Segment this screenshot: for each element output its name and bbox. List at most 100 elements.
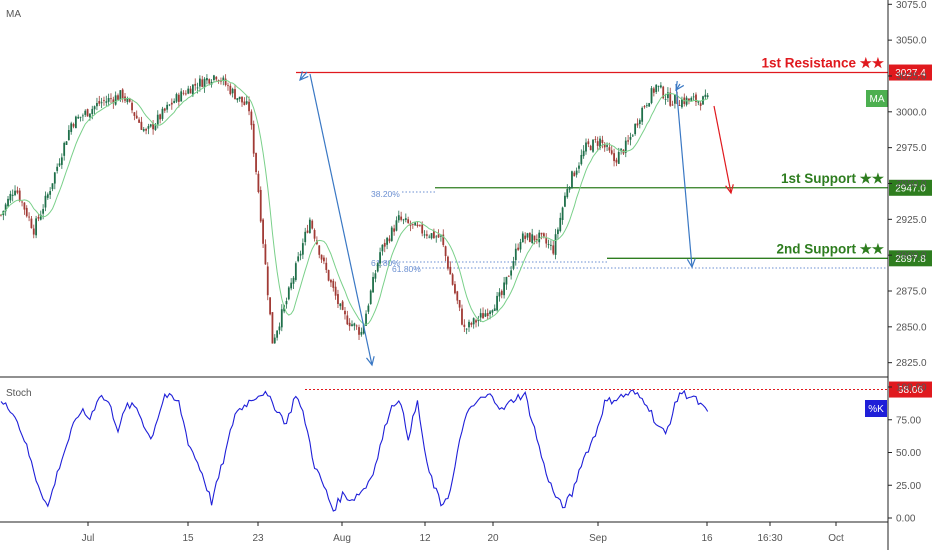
candle-body	[341, 301, 344, 310]
candle-body	[463, 324, 466, 327]
candle-body	[578, 165, 580, 169]
candle-body	[521, 233, 524, 243]
candle-body	[271, 312, 274, 344]
candle-body	[208, 79, 211, 84]
candle-body	[306, 230, 309, 233]
y-tick-label: 3050.0	[896, 36, 927, 47]
candle-body	[681, 99, 683, 108]
candle-body	[414, 222, 417, 226]
candle-body	[128, 98, 131, 102]
stoch-legend-label: %K	[868, 404, 884, 415]
candle-body	[93, 106, 96, 110]
candle-body	[498, 292, 501, 297]
x-tick-label: 16	[701, 533, 713, 544]
candle-body	[117, 95, 119, 100]
candle-body	[194, 83, 197, 86]
candle-body	[402, 219, 405, 221]
candle-body	[662, 86, 665, 99]
level-label: 2nd Support ★★	[777, 241, 885, 256]
candle-body	[257, 173, 260, 193]
stoch-value-label: 98.06	[898, 385, 923, 396]
candle-body	[615, 159, 618, 163]
candle-body	[77, 116, 80, 119]
candle-body	[334, 286, 337, 296]
candle-body	[678, 105, 681, 106]
price-tag-label: 2947.0	[895, 183, 926, 194]
candle-body	[699, 103, 702, 106]
candle-body	[641, 107, 644, 122]
candle-body	[505, 276, 508, 285]
candle-body	[351, 324, 353, 327]
candle-body	[119, 90, 122, 100]
stoch-y-tick-label: 25.00	[896, 481, 921, 492]
x-tick-label: 20	[487, 533, 499, 544]
candle-body	[259, 189, 262, 222]
arrow-line	[309, 73, 373, 366]
candle-body	[451, 274, 454, 285]
ma-tag-label: MA	[870, 94, 885, 105]
candle-body	[156, 114, 159, 125]
candle-body	[63, 142, 66, 156]
candle-body	[84, 110, 87, 115]
x-tick-label: Aug	[333, 533, 351, 544]
candle-body	[290, 282, 293, 289]
candle-body	[395, 220, 398, 231]
candle-body	[105, 101, 108, 103]
candle-body	[58, 163, 61, 166]
candle-body	[360, 331, 363, 335]
candle-body	[627, 140, 630, 142]
candle-body	[166, 104, 169, 110]
candle-body	[299, 253, 302, 256]
candle-body	[138, 119, 140, 123]
y-tick-label: 3000.0	[896, 107, 927, 118]
stoch-y-tick-label: 50.00	[896, 448, 921, 459]
y-tick-label: 2900.0	[896, 251, 927, 262]
candle-body	[697, 101, 700, 103]
candle-body	[433, 231, 435, 238]
ma-indicator-label[interactable]: MA	[6, 9, 21, 20]
candle-body	[629, 136, 632, 140]
y-tick-label: 2975.0	[896, 143, 927, 154]
candle-body	[175, 94, 178, 102]
candle-body	[411, 223, 414, 225]
candle-body	[510, 270, 513, 276]
stoch-line	[0, 389, 709, 512]
candle-body	[533, 235, 536, 241]
candle-body	[25, 207, 28, 217]
x-tick-label: 23	[252, 533, 264, 544]
stoch-value-tag	[889, 381, 932, 398]
stoch-legend-tag	[865, 400, 887, 417]
candle-body	[695, 94, 697, 102]
stoch-indicator-label[interactable]: Stoch	[6, 388, 32, 399]
candle-body	[241, 96, 243, 103]
candle-body	[554, 234, 557, 255]
candle-body	[542, 233, 545, 238]
candle-body	[706, 95, 709, 97]
candle-body	[18, 190, 21, 201]
candle-body	[547, 244, 550, 245]
candle-body	[39, 214, 42, 220]
candle-body	[318, 245, 321, 255]
candle-body	[444, 246, 447, 257]
candle-body	[250, 111, 253, 126]
candle-body	[482, 313, 484, 319]
candle-body	[114, 95, 117, 105]
candle-body	[606, 145, 608, 147]
candle-body	[126, 98, 129, 103]
candle-body	[135, 115, 138, 119]
candle-body	[372, 276, 374, 293]
x-tick-label: 16:30	[757, 533, 782, 544]
candle-body	[21, 201, 23, 203]
candle-body	[652, 88, 655, 93]
candle-body	[323, 257, 325, 262]
candle-body	[634, 123, 637, 135]
candle-body	[704, 94, 707, 97]
candle-body	[479, 313, 482, 318]
price-pane: 38.20% 61.80%61.80% 1st Resistance ★★ 3027…	[0, 56, 932, 367]
candle-body	[262, 219, 264, 244]
candle-body	[304, 231, 307, 243]
candle-body	[4, 204, 7, 212]
candle-body	[669, 92, 672, 106]
